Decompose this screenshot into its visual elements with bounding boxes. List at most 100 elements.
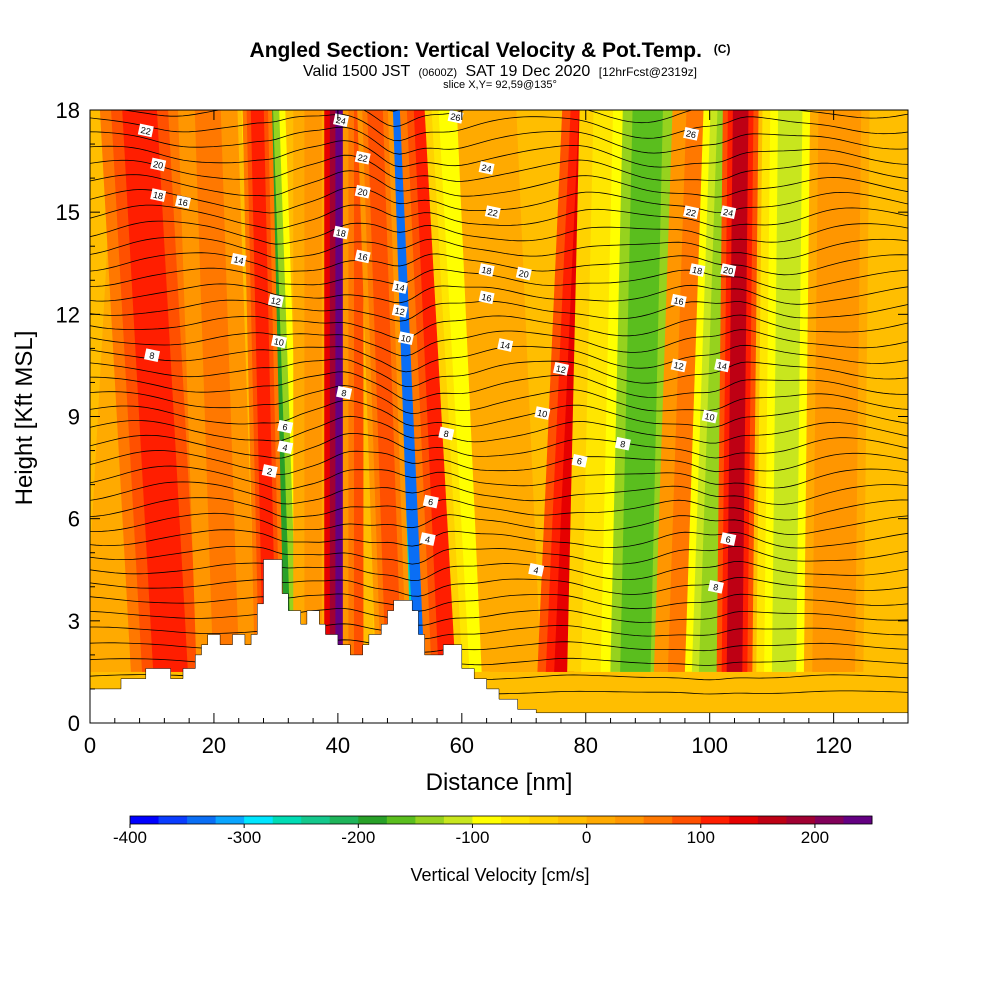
colorbar-tick-label: -400 [113, 828, 147, 847]
isotherm-label: 24 [478, 161, 495, 175]
velocity-band [367, 110, 402, 672]
x-tick-label: 120 [815, 733, 852, 758]
isotherm-label: 14 [230, 252, 247, 267]
isotherm-label-bg [720, 532, 737, 546]
isotherm-line [90, 465, 908, 491]
isotherm-label-bg [391, 280, 408, 294]
colorbar-swatch [586, 816, 616, 824]
isotherm-label: 22 [354, 150, 371, 165]
isotherm-label-text: 14 [233, 254, 245, 266]
isotherm-line [90, 204, 908, 230]
isotherm-label-text: 12 [394, 305, 406, 317]
colorbar-tick-label: -200 [341, 828, 375, 847]
isotherm-label-bg [553, 361, 569, 376]
colorbar: -400 -300 -200 -100 0 100 200 [113, 815, 873, 847]
isotherm-label-text: 8 [619, 439, 626, 450]
isotherm-label-text: 20 [722, 265, 734, 277]
isotherm-line [90, 329, 908, 357]
colorbar-swatch [729, 816, 759, 824]
isotherm-label: 6 [720, 532, 737, 546]
isotherm-line [90, 593, 908, 612]
isotherm-label-text: 4 [282, 442, 289, 453]
isotherm-label-bg [478, 161, 495, 175]
isotherm-label-text: 20 [152, 159, 164, 171]
isotherm-label-text: 22 [487, 207, 499, 219]
colorbar-tick-label: -300 [227, 828, 261, 847]
isotherm-line [90, 560, 908, 582]
isotherm-label-text: 10 [704, 411, 716, 423]
isotherm-label-text: 20 [357, 186, 369, 198]
isotherm-label: 18 [150, 188, 167, 202]
y-tick-label: 18 [56, 98, 80, 123]
isotherm-label-bg [267, 293, 284, 308]
isotherm-label: 22 [484, 205, 501, 220]
isotherm-label-bg [333, 113, 349, 128]
isotherm-label-text: 12 [673, 360, 685, 372]
velocity-band [620, 110, 663, 672]
isotherm-label-text: 10 [536, 408, 548, 420]
colorbar-swatch [786, 816, 816, 824]
isotherm-label-text: 22 [685, 207, 697, 219]
isotherm-line [90, 140, 908, 168]
isotherm-label-text: 10 [400, 333, 412, 345]
isotherm-label-bg [150, 157, 167, 172]
isotherm-line [90, 415, 908, 444]
isotherm-label-bg [670, 358, 687, 373]
isotherm-label-text: 26 [685, 128, 697, 140]
isotherm-label-text: 6 [427, 497, 434, 508]
y-tick-label: 3 [68, 609, 80, 634]
colorbar-swatch [814, 816, 844, 824]
subtitle-prefix: Valid 1500 JST [303, 63, 411, 80]
isotherm-line [90, 252, 908, 276]
isotherm-label-bg [419, 532, 436, 546]
isotherm-label: 24 [333, 113, 349, 128]
isotherm-label: 14 [497, 338, 514, 352]
isotherm-label: 16 [354, 249, 371, 264]
isotherm-label: 12 [670, 358, 687, 373]
isotherm-label-bg [707, 579, 724, 594]
isotherm-label: 8 [438, 426, 455, 441]
x-tick-label: 20 [202, 733, 226, 758]
colorbar-swatch [843, 816, 873, 824]
chart-title: Angled Section: Vertical Velocity & Pot.… [250, 39, 731, 62]
isotherm-label-text: 16 [177, 196, 189, 208]
isotherm-label: 24 [720, 205, 737, 220]
isotherm-label: 22 [137, 123, 154, 138]
velocity-band [667, 110, 709, 672]
isotherm-label-bg [571, 453, 588, 468]
chart-title-units: (C) [714, 42, 731, 56]
isotherm-label-bg [137, 123, 154, 138]
isotherm-line [90, 314, 908, 340]
isotherm-line [90, 497, 908, 521]
subtitle-zulu: (0600Z) [418, 67, 457, 79]
isotherm-lines [90, 110, 908, 695]
isotherm-label-bg [336, 385, 353, 400]
chart-subtitle: Valid 1500 JST (0600Z) SAT 19 Dec 2020 [… [303, 63, 697, 80]
isotherm-line [90, 154, 908, 182]
isotherm-line [90, 170, 908, 198]
isotherm-label-text: 8 [712, 582, 719, 593]
isotherm-label-bg [277, 440, 294, 455]
isotherm-line [90, 608, 908, 626]
isotherm-label: 6 [571, 453, 588, 468]
isotherm-label: 20 [354, 184, 371, 199]
colorbar-swatch [558, 816, 588, 824]
isotherm-label-text: 16 [481, 292, 493, 304]
isotherm-label-text: 12 [555, 363, 567, 375]
x-tick-label: 80 [574, 733, 598, 758]
velocity-bands [90, 110, 870, 672]
slice-label: slice X,Y= 92,59@135° [443, 79, 557, 91]
colorbar-swatch [501, 816, 531, 824]
colorbar-tick-label: 200 [801, 828, 829, 847]
y-tick-label: 0 [68, 711, 80, 736]
isotherm-label: 16 [670, 293, 687, 308]
isotherm-label-bg [261, 464, 278, 478]
isotherm-label-text: 24 [481, 162, 493, 174]
isotherm-label: 18 [689, 263, 706, 277]
isotherm-label: 14 [391, 280, 408, 294]
isotherm-label-bg [683, 205, 700, 220]
colorbar-swatch [130, 816, 160, 824]
colorbar-swatch [443, 816, 473, 824]
colorbar-frame [129, 815, 873, 825]
